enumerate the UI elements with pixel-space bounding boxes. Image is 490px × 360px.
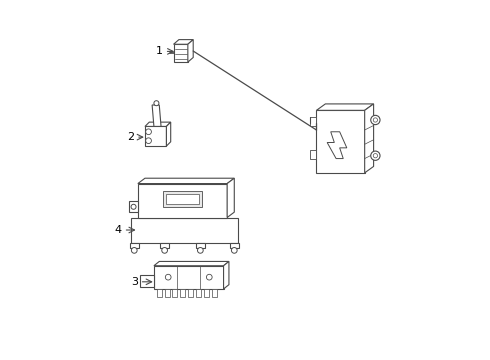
Circle shape: [231, 248, 237, 253]
Circle shape: [206, 274, 212, 280]
Polygon shape: [188, 40, 193, 62]
Circle shape: [371, 115, 380, 125]
Polygon shape: [130, 243, 139, 248]
Text: 1: 1: [156, 46, 163, 57]
Circle shape: [154, 101, 159, 106]
Polygon shape: [188, 289, 193, 297]
Polygon shape: [152, 105, 161, 126]
Polygon shape: [167, 122, 171, 146]
Polygon shape: [129, 202, 138, 212]
Polygon shape: [196, 289, 201, 297]
Polygon shape: [160, 243, 169, 248]
Polygon shape: [167, 194, 198, 204]
Circle shape: [371, 151, 380, 160]
Polygon shape: [223, 261, 229, 289]
Polygon shape: [173, 40, 193, 44]
Circle shape: [373, 118, 377, 122]
Polygon shape: [163, 191, 202, 207]
Circle shape: [197, 248, 203, 253]
Polygon shape: [212, 289, 217, 297]
Polygon shape: [131, 217, 238, 243]
Text: 4: 4: [115, 225, 122, 235]
Polygon shape: [154, 266, 223, 289]
Text: 3: 3: [131, 277, 138, 287]
Polygon shape: [157, 289, 162, 297]
Polygon shape: [172, 289, 177, 297]
Polygon shape: [165, 289, 170, 297]
Polygon shape: [317, 111, 365, 173]
Circle shape: [131, 248, 137, 253]
Polygon shape: [138, 184, 227, 217]
Circle shape: [165, 274, 171, 280]
Polygon shape: [180, 289, 185, 297]
Polygon shape: [317, 104, 373, 111]
Polygon shape: [196, 243, 205, 248]
Polygon shape: [230, 243, 239, 248]
Circle shape: [373, 154, 377, 158]
Polygon shape: [204, 289, 209, 297]
Circle shape: [146, 138, 151, 144]
Polygon shape: [145, 122, 171, 126]
Polygon shape: [154, 261, 229, 266]
Circle shape: [146, 129, 151, 135]
Polygon shape: [173, 44, 188, 62]
Polygon shape: [140, 275, 154, 287]
Polygon shape: [310, 150, 317, 158]
Circle shape: [131, 204, 136, 209]
Polygon shape: [138, 178, 234, 184]
Circle shape: [162, 248, 168, 253]
Polygon shape: [365, 104, 373, 173]
Polygon shape: [327, 132, 347, 158]
Polygon shape: [310, 117, 317, 126]
Text: 2: 2: [127, 132, 134, 142]
Polygon shape: [227, 178, 234, 217]
Polygon shape: [145, 126, 167, 146]
